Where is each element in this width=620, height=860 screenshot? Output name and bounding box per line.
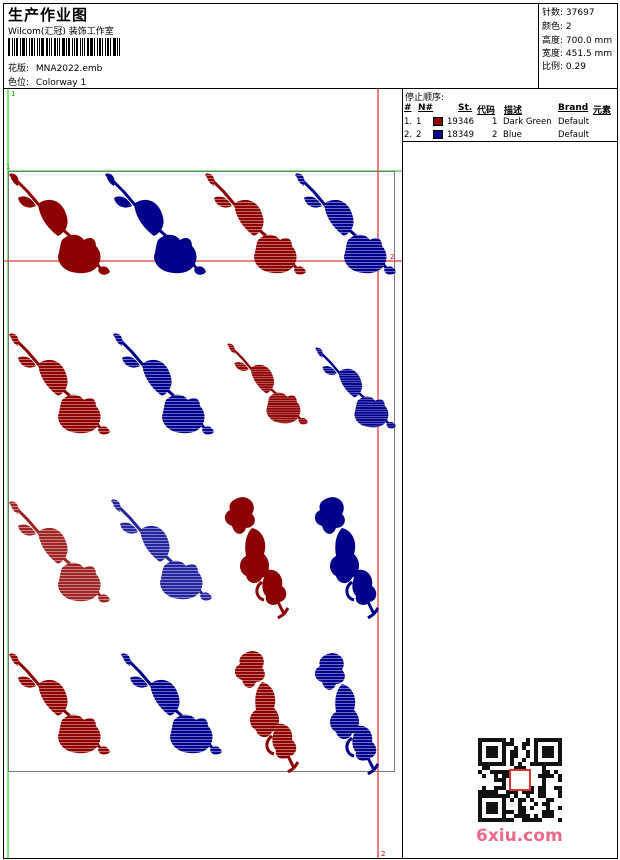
motif-r4c4 bbox=[313, 651, 380, 776]
swatch-red bbox=[433, 117, 443, 126]
motif-r2c2 bbox=[112, 332, 216, 437]
motif-r3c4 bbox=[313, 495, 380, 620]
stat-width: 宽度: 451.5 mm bbox=[542, 49, 613, 59]
design-label: 花版: bbox=[8, 64, 30, 74]
col-header-num: # bbox=[404, 103, 412, 113]
colorway-line: 色位: Colorway 1 bbox=[8, 75, 86, 88]
motif-r4c2 bbox=[120, 652, 224, 757]
design-value: MNA2022.emb bbox=[35, 64, 103, 74]
stats-divider bbox=[538, 3, 539, 88]
col-header-code: 代码 bbox=[477, 106, 496, 116]
col-header-brand: Brand bbox=[558, 103, 589, 113]
col-header-stitches: St. bbox=[458, 103, 473, 113]
page-frame bbox=[3, 3, 618, 859]
barcode bbox=[8, 38, 139, 56]
colorway-value: Colorway 1 bbox=[35, 78, 87, 88]
motif-r4c3 bbox=[233, 649, 300, 774]
stop-sequence-title: 停止顺序: bbox=[405, 93, 445, 103]
motif-r2c4 bbox=[314, 346, 398, 430]
marker-row-left: 1 bbox=[6, 163, 10, 171]
motif-r1c2 bbox=[104, 172, 208, 277]
motif-r3c1 bbox=[8, 500, 112, 605]
design-line: 花版: MNA2022.emb bbox=[8, 61, 102, 74]
studio-name: Wilcom(汇冠) 装饰工作室 bbox=[8, 27, 114, 37]
swatch-blue bbox=[433, 130, 443, 139]
stat-stitches: 针数: 37697 bbox=[542, 8, 595, 18]
colorway-label: 色位: bbox=[8, 78, 30, 88]
col-header-needle: N# bbox=[418, 103, 434, 113]
motif-r1c1 bbox=[8, 172, 112, 277]
marker-right-mid: 2 bbox=[390, 253, 394, 261]
page-title: 生产作业图 bbox=[8, 6, 89, 24]
header-divider bbox=[3, 88, 618, 89]
motif-r3c3 bbox=[223, 495, 290, 620]
right-panel-divider bbox=[402, 88, 403, 859]
motif-r1c3 bbox=[204, 172, 308, 277]
stat-height: 高度: 700.0 mm bbox=[542, 36, 613, 46]
marker-top-left: 1 bbox=[11, 90, 15, 98]
qr-code-watermark bbox=[478, 738, 566, 822]
motif-r2c1 bbox=[8, 332, 112, 437]
stat-colors: 颜色: 2 bbox=[542, 22, 572, 32]
motif-r2c3 bbox=[226, 342, 310, 426]
stat-scale: 比例: 0.29 bbox=[542, 62, 586, 72]
marker-right-bottom: 2 bbox=[381, 850, 385, 858]
motif-r4c1 bbox=[8, 652, 112, 757]
watermark-text: 6xiu.com bbox=[476, 826, 563, 846]
stop-sequence-divider bbox=[402, 141, 618, 142]
design-bounds bbox=[8, 171, 395, 772]
motif-r1c4 bbox=[294, 172, 398, 277]
col-header-description: 描述 bbox=[504, 106, 523, 116]
col-header-element: 元素 bbox=[593, 106, 612, 116]
motif-r3c2 bbox=[110, 498, 214, 603]
